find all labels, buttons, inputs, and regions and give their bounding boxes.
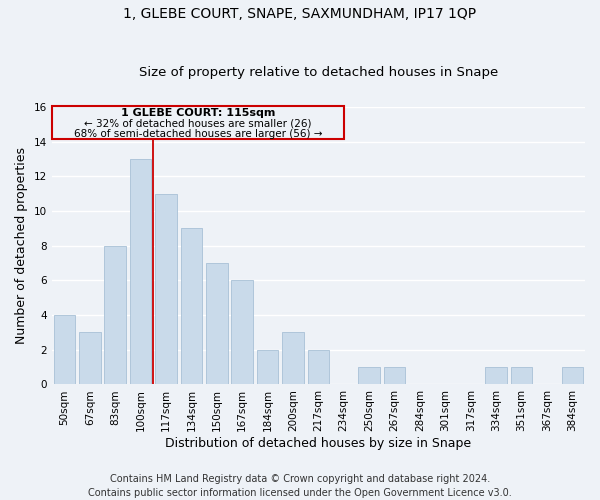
Bar: [282, 332, 304, 384]
Bar: [562, 367, 583, 384]
Text: 1 GLEBE COURT: 115sqm: 1 GLEBE COURT: 115sqm: [121, 108, 275, 118]
Text: ← 32% of detached houses are smaller (26): ← 32% of detached houses are smaller (26…: [84, 118, 312, 128]
Bar: [181, 228, 202, 384]
Bar: [485, 367, 507, 384]
Y-axis label: Number of detached properties: Number of detached properties: [15, 148, 28, 344]
Bar: [130, 159, 151, 384]
Bar: [358, 367, 380, 384]
Bar: [52, 106, 344, 139]
Title: Size of property relative to detached houses in Snape: Size of property relative to detached ho…: [139, 66, 498, 80]
Bar: [308, 350, 329, 384]
Bar: [511, 367, 532, 384]
Bar: [384, 367, 406, 384]
Bar: [53, 315, 75, 384]
Bar: [104, 246, 126, 384]
Bar: [257, 350, 278, 384]
Bar: [232, 280, 253, 384]
X-axis label: Distribution of detached houses by size in Snape: Distribution of detached houses by size …: [165, 437, 472, 450]
Text: 1, GLEBE COURT, SNAPE, SAXMUNDHAM, IP17 1QP: 1, GLEBE COURT, SNAPE, SAXMUNDHAM, IP17 …: [124, 8, 476, 22]
Bar: [79, 332, 101, 384]
Text: 68% of semi-detached houses are larger (56) →: 68% of semi-detached houses are larger (…: [74, 129, 322, 139]
Bar: [155, 194, 177, 384]
Bar: [206, 263, 227, 384]
Text: Contains HM Land Registry data © Crown copyright and database right 2024.
Contai: Contains HM Land Registry data © Crown c…: [88, 474, 512, 498]
